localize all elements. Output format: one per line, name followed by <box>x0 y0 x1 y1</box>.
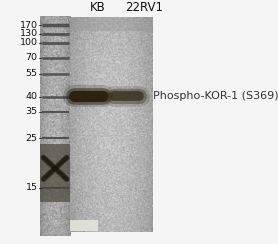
FancyBboxPatch shape <box>70 220 98 231</box>
Text: 40: 40 <box>26 92 38 102</box>
FancyBboxPatch shape <box>40 144 70 202</box>
Text: Phospho-KOR-1 (S369): Phospho-KOR-1 (S369) <box>153 91 278 101</box>
Text: 25: 25 <box>26 134 38 143</box>
Text: 15: 15 <box>26 183 38 193</box>
Text: 100: 100 <box>20 38 38 47</box>
FancyBboxPatch shape <box>70 17 153 31</box>
Text: 22RV1: 22RV1 <box>125 1 163 14</box>
Text: 130: 130 <box>19 29 38 38</box>
Text: 70: 70 <box>26 53 38 62</box>
Text: 55: 55 <box>26 69 38 78</box>
Text: 170: 170 <box>20 21 38 30</box>
Text: 35: 35 <box>26 107 38 116</box>
Text: KB: KB <box>90 1 106 14</box>
